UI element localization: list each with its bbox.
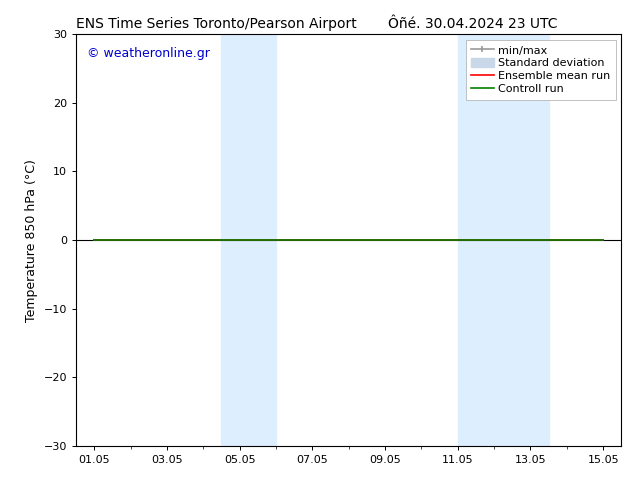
- Bar: [458, 34, 548, 446]
- Text: © weatheronline.gr: © weatheronline.gr: [87, 47, 210, 60]
- Text: ENS Time Series Toronto/Pearson Airport: ENS Time Series Toronto/Pearson Airport: [76, 17, 357, 31]
- Legend: min/max, Standard deviation, Ensemble mean run, Controll run: min/max, Standard deviation, Ensemble me…: [466, 40, 616, 100]
- Bar: [221, 34, 276, 446]
- Text: Ôñé. 30.04.2024 23 UTC: Ôñé. 30.04.2024 23 UTC: [389, 17, 558, 31]
- Y-axis label: Temperature 850 hPa (°C): Temperature 850 hPa (°C): [25, 159, 38, 321]
